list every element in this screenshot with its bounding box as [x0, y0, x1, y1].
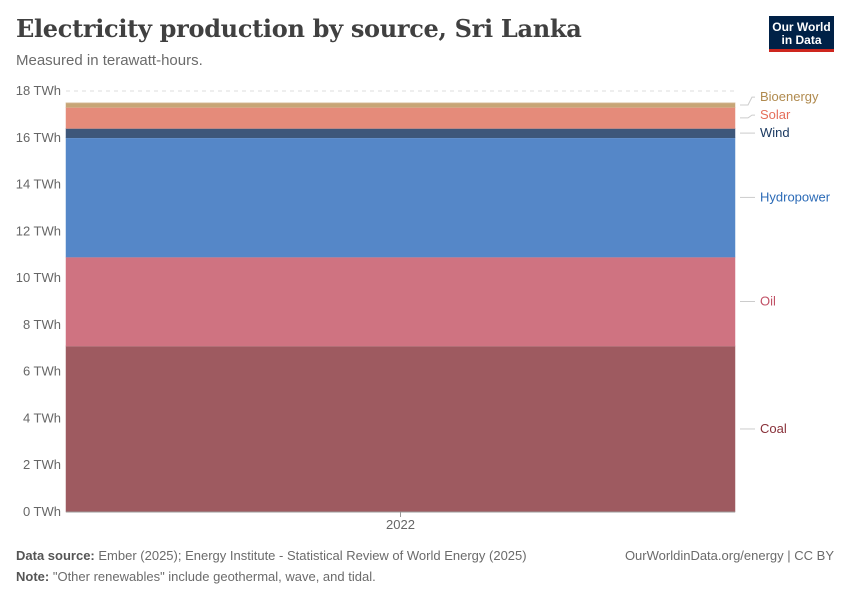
area-bioenergy [65, 102, 736, 108]
legend-label-bioenergy: Bioenergy [760, 89, 819, 104]
credit-link[interactable]: OurWorldinData.org/energy | CC BY [624, 548, 834, 563]
y-tick-label: 0 TWh [23, 504, 61, 519]
owid-logo[interactable]: Our World in Data [769, 16, 834, 52]
chart-note: Note: "Other renewables" include geother… [16, 569, 376, 584]
y-tick-label: 2 TWh [23, 457, 61, 472]
legend-label-coal: Coal [760, 421, 787, 436]
y-tick-label: 4 TWh [23, 410, 61, 425]
y-tick-label: 18 TWh [16, 83, 61, 98]
y-tick-label: 6 TWh [23, 364, 61, 379]
y-tick-label: 16 TWh [16, 130, 61, 145]
area-hydropower [65, 137, 736, 258]
y-tick-label: 8 TWh [23, 317, 61, 332]
area-solar [65, 107, 736, 129]
legend-label-solar: Solar [760, 107, 791, 122]
area-wind [65, 128, 736, 139]
legend-connector [740, 114, 755, 119]
data-source-label: Data source: [16, 548, 95, 563]
y-tick-label: 14 TWh [16, 177, 61, 192]
note-label: Note: [16, 569, 50, 584]
chart-subtitle: Measured in terawatt-hours. [16, 52, 203, 69]
legend-label-wind: Wind [760, 125, 790, 140]
stacked-areas [65, 102, 736, 513]
area-oil [65, 256, 736, 347]
legend-label-oil: Oil [760, 294, 776, 309]
x-tick-label: 2022 [386, 517, 415, 532]
chart-title: Electricity production by source, Sri La… [16, 14, 582, 43]
legend: Coal Oil Hydropower Wind Solar Bioenergy [740, 89, 831, 436]
area-coal [65, 345, 736, 513]
axes: 0 TWh 2 TWh 4 TWh 6 TWh 8 TWh 10 TWh 12 TWh 14 … [16, 83, 735, 532]
logo-line-1: Our World [772, 20, 831, 34]
logo-line-2: in Data [781, 33, 822, 47]
y-tick-label: 12 TWh [16, 223, 61, 238]
data-source: Data source: Ember (2025); Energy Instit… [16, 548, 527, 563]
y-tick-label: 10 TWh [16, 270, 61, 285]
legend-label-hydropower: Hydropower [760, 189, 831, 204]
data-source-text[interactable]: Ember (2025); Energy Institute - Statist… [98, 548, 527, 563]
legend-connector [740, 96, 755, 106]
note-text: "Other renewables" include geothermal, w… [52, 569, 376, 584]
